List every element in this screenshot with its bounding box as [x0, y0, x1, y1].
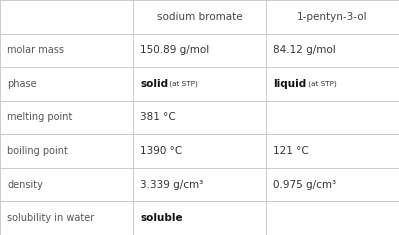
- Text: solubility in water: solubility in water: [7, 213, 95, 223]
- Text: 1-pentyn-3-ol: 1-pentyn-3-ol: [297, 12, 368, 22]
- Text: density: density: [7, 180, 43, 190]
- Text: melting point: melting point: [7, 113, 73, 122]
- Text: phase: phase: [7, 79, 37, 89]
- Text: 1390 °C: 1390 °C: [140, 146, 182, 156]
- Text: 0.975 g/cm³: 0.975 g/cm³: [273, 180, 336, 190]
- Text: 121 °C: 121 °C: [273, 146, 309, 156]
- Text: solid: solid: [140, 79, 168, 89]
- Text: 3.339 g/cm³: 3.339 g/cm³: [140, 180, 203, 190]
- Text: soluble: soluble: [140, 213, 183, 223]
- Text: 381 °C: 381 °C: [140, 113, 176, 122]
- Text: 150.89 g/mol: 150.89 g/mol: [140, 45, 209, 55]
- Text: 84.12 g/mol: 84.12 g/mol: [273, 45, 336, 55]
- Text: molar mass: molar mass: [7, 45, 64, 55]
- Text: (at STP): (at STP): [306, 81, 337, 87]
- Text: sodium bromate: sodium bromate: [157, 12, 242, 22]
- Text: liquid: liquid: [273, 79, 306, 89]
- Text: (at STP): (at STP): [167, 81, 198, 87]
- Text: boiling point: boiling point: [7, 146, 68, 156]
